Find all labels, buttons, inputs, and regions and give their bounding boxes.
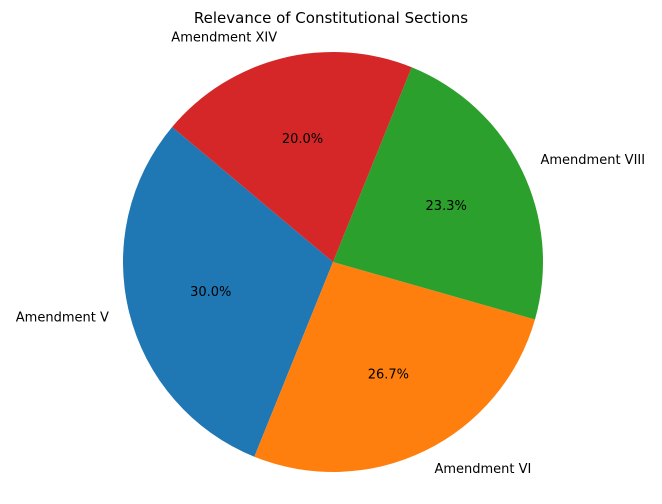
pie-slice-amendment-xiv [172, 51, 412, 262]
slice-percent-label: 26.7% [368, 368, 409, 383]
slice-category-label: Amendment V [16, 310, 109, 325]
pie-slice-amendment-v [122, 127, 334, 457]
pie-labels: 30.0% Amendment V 26.7% Amendment VI 23.3% Am… [16, 30, 645, 477]
slice-category-label: Amendment XIV [171, 30, 277, 45]
pie-slice-amendment-vi [254, 262, 535, 473]
slice-percent-label: 20.0% [282, 132, 323, 147]
slice-percent-label: 23.3% [426, 199, 467, 214]
slice-category-label: Amendment VIII [541, 153, 646, 168]
slice-percent-label: 30.0% [190, 285, 231, 300]
pie-slices [122, 51, 543, 473]
slice-category-label: Amendment VI [434, 462, 531, 477]
chart-title: Relevance of Constitutional Sections [194, 9, 468, 27]
pie-slice-amendment-viii [333, 67, 543, 320]
